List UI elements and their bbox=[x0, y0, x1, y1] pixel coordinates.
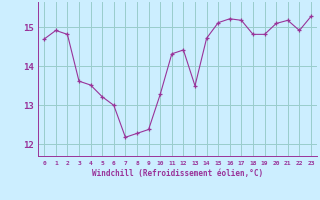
X-axis label: Windchill (Refroidissement éolien,°C): Windchill (Refroidissement éolien,°C) bbox=[92, 169, 263, 178]
